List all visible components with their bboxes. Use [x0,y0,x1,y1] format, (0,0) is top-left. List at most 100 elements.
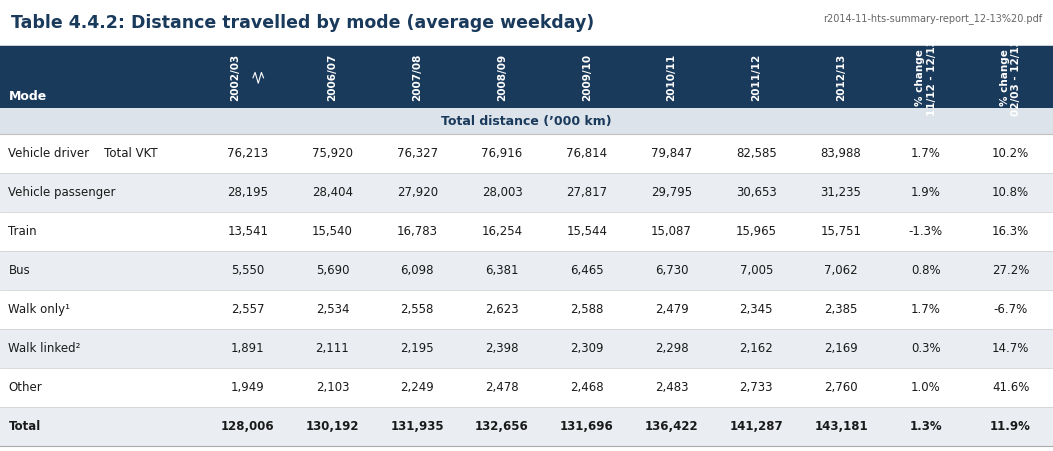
Text: 31,235: 31,235 [820,186,861,199]
Text: 6,098: 6,098 [400,264,434,277]
Text: 2,169: 2,169 [824,342,858,355]
Text: 132,656: 132,656 [475,420,529,433]
Text: 6,465: 6,465 [570,264,603,277]
Text: 15,544: 15,544 [567,226,608,239]
Bar [0,108,1053,134]
Text: 1,949: 1,949 [231,382,264,395]
Text: 1,891: 1,891 [231,342,264,355]
Text: 0.3%: 0.3% [911,342,940,355]
Text: 13,541: 13,541 [227,226,269,239]
Bar [0,329,1053,368]
Text: Total: Total [8,420,41,433]
Text: 76,327: 76,327 [397,147,438,161]
Text: 2,111: 2,111 [316,342,350,355]
Text: 2,195: 2,195 [400,342,434,355]
Bar [0,212,1053,252]
Text: 15,540: 15,540 [312,226,353,239]
Text: 27,920: 27,920 [397,186,438,199]
Text: 83,988: 83,988 [820,147,861,161]
Text: Other: Other [8,382,42,395]
Text: 76,814: 76,814 [567,147,608,161]
Text: 2,760: 2,760 [824,382,858,395]
Text: 2010/11: 2010/11 [667,54,676,101]
Text: -1.3%: -1.3% [909,226,942,239]
Text: 11.9%: 11.9% [990,420,1031,433]
Text: Walk only¹: Walk only¹ [8,304,71,317]
Text: 27.2%: 27.2% [992,264,1029,277]
Bar [0,290,1053,329]
Text: 2,398: 2,398 [485,342,519,355]
Text: 5,550: 5,550 [231,264,264,277]
Bar [0,134,1053,174]
Text: 2,345: 2,345 [739,304,773,317]
Text: 131,696: 131,696 [560,420,614,433]
Text: 141,287: 141,287 [730,420,783,433]
Text: 10.2%: 10.2% [992,147,1029,161]
Text: 28,003: 28,003 [481,186,522,199]
Text: 16,254: 16,254 [481,226,522,239]
Text: 15,751: 15,751 [820,226,861,239]
Text: 1.7%: 1.7% [911,304,940,317]
Text: 7,005: 7,005 [739,264,773,277]
Text: 41.6%: 41.6% [992,382,1029,395]
Text: 2008/09: 2008/09 [497,54,506,101]
Text: 29,795: 29,795 [651,186,692,199]
Text: 143,181: 143,181 [814,420,868,433]
Text: % change
11/12 - 12/13: % change 11/12 - 12/13 [915,39,937,116]
Bar [0,174,1053,212]
Text: Bus: Bus [8,264,31,277]
Text: 6,381: 6,381 [485,264,519,277]
Text: 15,965: 15,965 [736,226,777,239]
Text: 16.3%: 16.3% [992,226,1029,239]
Text: 2007/08: 2007/08 [413,54,422,101]
Text: % change
02/03 - 12/13: % change 02/03 - 12/13 [999,39,1021,116]
Text: 2,309: 2,309 [570,342,603,355]
Text: 0.8%: 0.8% [911,264,940,277]
Text: 128,006: 128,006 [221,420,275,433]
Text: Mode: Mode [8,90,46,103]
Text: 2,385: 2,385 [824,304,858,317]
Text: Train: Train [8,226,37,239]
Text: 2,483: 2,483 [655,382,689,395]
Text: 2,733: 2,733 [739,382,773,395]
Text: 2,557: 2,557 [231,304,264,317]
Text: 131,935: 131,935 [391,420,444,433]
Text: 2006/07: 2006/07 [327,54,337,101]
Text: 2,478: 2,478 [485,382,519,395]
Text: 2,249: 2,249 [400,382,434,395]
Text: 76,213: 76,213 [227,147,269,161]
Text: 28,404: 28,404 [312,186,353,199]
Text: 79,847: 79,847 [651,147,692,161]
Text: 2002/03: 2002/03 [231,54,240,101]
Text: 7,062: 7,062 [824,264,858,277]
Bar [0,408,1053,446]
Text: 2,103: 2,103 [316,382,350,395]
Text: 15,087: 15,087 [651,226,692,239]
Text: 1.9%: 1.9% [911,186,940,199]
Text: Walk linked²: Walk linked² [8,342,81,355]
Bar [0,252,1053,290]
Text: -6.7%: -6.7% [993,304,1028,317]
Text: 2,623: 2,623 [485,304,519,317]
Bar [0,368,1053,408]
Text: 130,192: 130,192 [305,420,359,433]
Text: 2,534: 2,534 [316,304,350,317]
Text: 136,422: 136,422 [644,420,698,433]
Text: r2014-11-hts-summary-report_12-13%20.pdf: r2014-11-hts-summary-report_12-13%20.pdf [823,14,1042,24]
Text: 2009/10: 2009/10 [582,54,592,101]
Text: 1.0%: 1.0% [911,382,940,395]
Text: Table 4.4.2: Distance travelled by mode (average weekday): Table 4.4.2: Distance travelled by mode … [11,14,594,32]
Text: 30,653: 30,653 [736,186,777,199]
Text: 76,916: 76,916 [481,147,522,161]
Text: 1.3%: 1.3% [910,420,942,433]
Text: 2,588: 2,588 [570,304,603,317]
Text: 28,195: 28,195 [227,186,269,199]
Text: 16,783: 16,783 [397,226,438,239]
Text: 75,920: 75,920 [312,147,353,161]
Text: 2011/12: 2011/12 [752,54,761,101]
Text: Vehicle passenger: Vehicle passenger [8,186,116,199]
Text: Total distance (’000 km): Total distance (’000 km) [441,115,612,128]
Text: 27,817: 27,817 [567,186,608,199]
Text: Vehicle driver    Total VKT: Vehicle driver Total VKT [8,147,158,161]
Text: 6,730: 6,730 [655,264,689,277]
